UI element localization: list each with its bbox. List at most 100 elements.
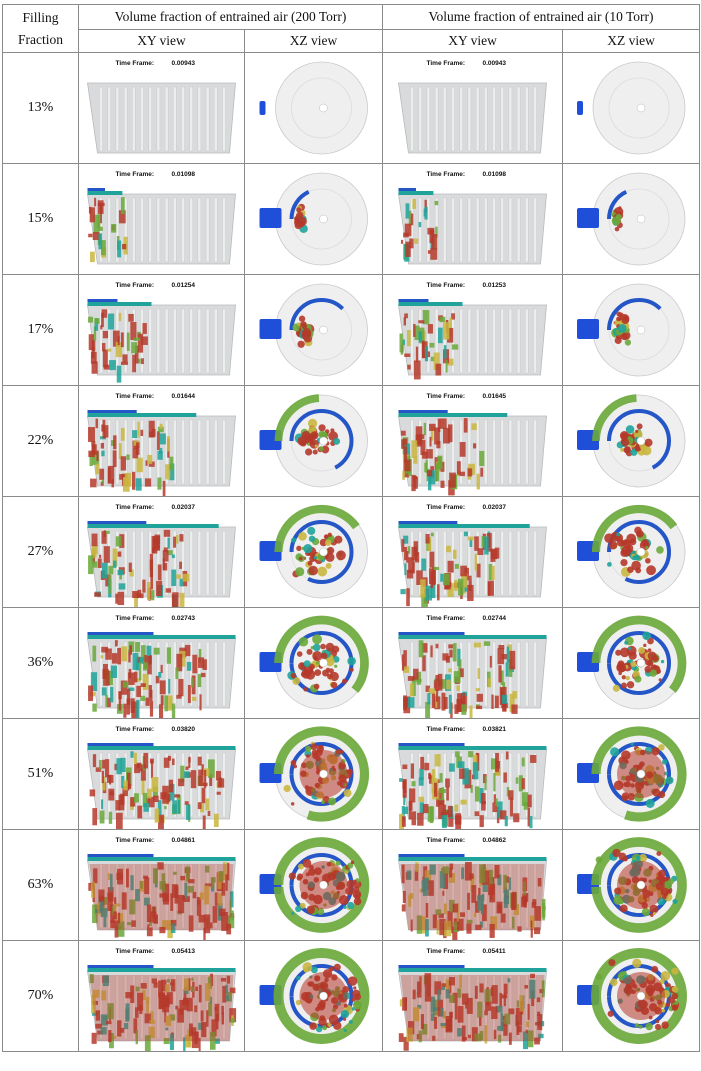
fluid-blob	[335, 860, 341, 866]
fluid-blob	[455, 751, 460, 757]
fluid-blob	[115, 800, 121, 811]
fluid-blob	[91, 1011, 99, 1016]
runner-fill	[398, 191, 434, 195]
fluid-blob	[153, 647, 160, 655]
fluid-blob	[401, 904, 406, 912]
fluid-blob	[298, 636, 309, 647]
inner-ring-fill	[607, 409, 672, 473]
fluid-blob	[425, 919, 429, 937]
fluid-blob	[218, 893, 223, 906]
fluid-blob	[140, 764, 146, 781]
xz-simulation-image	[577, 283, 686, 377]
fluid-blob	[457, 1028, 463, 1037]
fluid-blob	[102, 330, 109, 339]
fluid-blob	[476, 473, 480, 490]
fluid-blob	[110, 686, 114, 703]
fluid-blob	[142, 323, 147, 334]
filling-fraction-cell: 13%	[2, 52, 79, 164]
fluid-blob	[307, 418, 318, 429]
fluid-blob	[671, 967, 679, 975]
fluid-blob	[117, 1020, 122, 1037]
fluid-blob	[445, 989, 450, 999]
fluid-blob	[110, 665, 118, 678]
fluid-blob	[642, 631, 651, 641]
fluid-blob	[129, 569, 134, 577]
fluid-blob	[498, 644, 505, 650]
fluid-blob	[400, 239, 404, 244]
fluid-blob	[334, 664, 338, 668]
fluid-blob	[461, 867, 465, 880]
fluid-blob	[462, 693, 466, 711]
fin	[508, 308, 513, 374]
fin	[123, 530, 128, 596]
fluid-blob	[497, 874, 502, 886]
fluid-blob	[330, 681, 338, 689]
fluid-blob	[190, 986, 195, 992]
fluid-blob	[442, 890, 445, 896]
fin	[214, 86, 218, 152]
fin	[189, 641, 193, 707]
fluid-blob	[198, 648, 202, 663]
fluid-blob	[403, 232, 409, 238]
fluid-blob	[652, 911, 656, 916]
fluid-blob	[515, 777, 519, 784]
fluid-blob	[316, 1025, 323, 1033]
fluid-blob	[668, 878, 675, 885]
fluid-blob	[146, 645, 152, 665]
fluid-blob	[474, 786, 480, 802]
fluid-blob	[624, 446, 631, 453]
fluid-blob	[179, 999, 184, 1015]
fluid-blob	[457, 1005, 464, 1023]
fluid-blob	[283, 784, 291, 793]
fluid-blob	[343, 1028, 347, 1032]
fin	[148, 308, 152, 374]
fluid-blob	[150, 759, 154, 779]
fin	[410, 86, 414, 152]
fluid-blob	[658, 791, 666, 799]
fluid-blob	[173, 536, 177, 548]
xy-view-200-torr: Time Frame: 0.05413	[78, 940, 245, 1052]
fluid-blob	[152, 906, 156, 918]
fluid-blob	[614, 533, 624, 543]
time-frame-value: 0.02037	[483, 504, 507, 511]
xy-view-200-torr: Time Frame: 0.01254	[78, 274, 245, 386]
fluid-blob	[103, 916, 107, 928]
fluid-blob	[308, 535, 316, 543]
fin	[525, 641, 529, 707]
fluid-blob	[469, 705, 473, 718]
fluid-blob	[143, 752, 149, 769]
fluid-blob	[508, 877, 512, 891]
fluid-blob	[498, 665, 502, 683]
fluid-blob	[133, 337, 141, 341]
fluid-blob	[604, 533, 614, 543]
fluid-blob	[630, 661, 637, 668]
fluid-blob	[474, 1033, 482, 1042]
fluid-blob	[610, 747, 620, 757]
fluid-blob	[347, 862, 354, 869]
fluid-blob	[101, 770, 104, 784]
xz-view-10-torr	[562, 829, 701, 941]
fluid-blob	[461, 1025, 466, 1042]
fluid-blob	[526, 1021, 530, 1028]
xy-view-200-torr: Time Frame: 0.04861	[78, 829, 245, 941]
fluid-blob	[157, 545, 161, 549]
fluid-blob	[422, 803, 429, 814]
fluid-blob	[299, 902, 306, 909]
fluid-blob	[406, 551, 409, 563]
fluid-blob	[502, 694, 508, 704]
fluid-blob	[200, 1010, 204, 1022]
fluid-blob	[449, 994, 455, 1003]
fluid-blob	[431, 234, 438, 250]
outer-ring-fill	[274, 504, 369, 600]
fluid-blob	[635, 567, 642, 574]
fluid-blob	[118, 691, 122, 711]
fluid-blob	[154, 808, 160, 823]
fluid-blob	[503, 992, 506, 1007]
fluid-blob	[635, 855, 641, 861]
fluid-blob	[347, 768, 353, 775]
fluid-blob	[671, 986, 679, 993]
fluid-blob	[320, 643, 326, 650]
fluid-blob	[513, 904, 520, 916]
fluid-blob	[429, 551, 435, 568]
fluid-blob	[405, 203, 410, 219]
